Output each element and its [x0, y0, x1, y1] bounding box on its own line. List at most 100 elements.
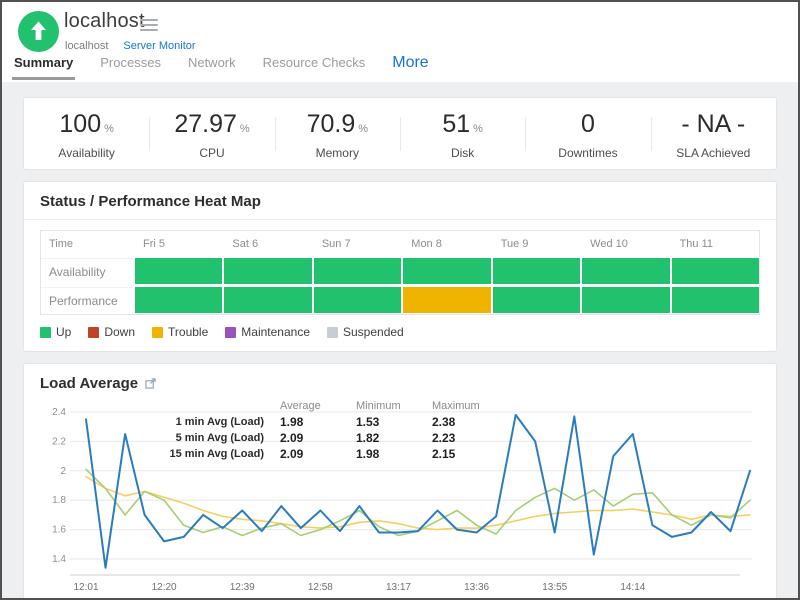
heatmap-col-fri-5: Fri 5	[135, 231, 223, 256]
kpi-downtimes: 0 Downtimes	[525, 108, 650, 160]
svg-text:2: 2	[60, 466, 66, 477]
kpi-availability: 100% Availability	[24, 108, 149, 160]
kpi-disk: 51% Disk	[399, 108, 525, 160]
legend-swatch-trouble	[152, 326, 164, 338]
stats-row-label: 1 min Avg (Load)	[175, 416, 264, 428]
heatmap-cell-up	[403, 258, 491, 284]
menu-icon[interactable]	[140, 19, 158, 34]
stats-header-average: Average	[280, 400, 321, 412]
stats-header-maximum: Maximum	[432, 400, 480, 412]
heatmap-row-label: Availability	[41, 258, 133, 285]
kpi-label: Availability	[58, 145, 115, 160]
heatmap-legend: Up Down Trouble Maintenance Suspended	[40, 325, 760, 339]
stats-value: 1.53	[356, 415, 380, 429]
kpi-value: 100	[59, 109, 102, 138]
legend-swatch-up	[40, 326, 51, 338]
stats-value: 1.82	[356, 431, 380, 445]
kpi-unit: %	[358, 122, 369, 135]
heatmap-cell-up	[135, 258, 223, 284]
svg-text:2.4: 2.4	[52, 407, 66, 418]
heatmap-row-label: Performance	[41, 287, 133, 314]
svg-text:1.6: 1.6	[52, 525, 66, 536]
legend-label: Up	[56, 325, 72, 339]
heatmap-cell-up	[313, 287, 402, 313]
kpi-value: 70.9	[306, 109, 356, 138]
kpi-label: SLA Achieved	[676, 145, 751, 160]
status-up-avatar	[18, 11, 59, 52]
kpi-value-row: - NA -	[651, 110, 776, 139]
stats-value: 1.98	[280, 415, 304, 429]
heatmap-col-thu-11: Thu 11	[671, 231, 759, 256]
stats-value: 2.23	[432, 431, 456, 445]
heatmap-cell-up	[313, 258, 402, 284]
kpi-value-row: 27.97%	[149, 110, 274, 139]
svg-text:14:14: 14:14	[620, 582, 645, 593]
kpi-memory: 70.9% Memory	[274, 108, 400, 160]
svg-text:13:17: 13:17	[386, 582, 411, 593]
kpi-value-row: 51%	[400, 110, 525, 139]
tab-network[interactable]: Network	[187, 55, 236, 70]
heatmap-cell-up	[582, 287, 670, 313]
heatmap-col-mon-8: Mon 8	[403, 231, 491, 256]
stats-header-minimum: Minimum	[356, 400, 401, 412]
up-arrow-icon	[18, 11, 59, 52]
tab-more[interactable]: More	[392, 54, 429, 71]
kpi-value-row: 100%	[24, 110, 149, 139]
hostname-label: localhost	[65, 40, 109, 52]
line-chart-canvas[interactable]: 1.41.61.822.22.412:01 12:20 12:39 12:58 13:1…	[40, 398, 762, 598]
kpi-label: Downtimes	[558, 145, 618, 160]
legend-down: Down	[88, 325, 135, 339]
stats-value: 2.38	[432, 415, 456, 429]
heatmap-cell-up	[492, 258, 581, 284]
legend-label: Suspended	[343, 325, 404, 339]
heatmap-cell-up	[671, 287, 759, 313]
heatmap-cell-up	[224, 287, 312, 313]
heatmap-cell-up	[135, 287, 223, 313]
stats-corner	[128, 400, 280, 414]
load-average-chart: 1.4 1.6 1.8 2 2.2 2.4 12:01 12:20 12:39 12:58 13:1…	[40, 398, 762, 598]
heatmap-cell-up	[224, 258, 312, 284]
legend-label: Down	[104, 325, 136, 339]
monitor-header: localhost localhost Server Monitor Summar…	[2, 2, 798, 82]
kpi-label: Disk	[450, 145, 475, 160]
svg-text:12:20: 12:20	[152, 582, 177, 593]
tab-summary[interactable]: Summary	[11, 55, 76, 80]
tab-resource-checks[interactable]: Resource Checks	[262, 55, 366, 70]
heatmap-title: Status / Performance Heat Map	[40, 193, 261, 210]
svg-text:13:55: 13:55	[542, 582, 567, 593]
kpi-value: 27.97	[174, 109, 237, 138]
heatmap-col-sun-7: Sun 7	[313, 231, 402, 256]
kpi-value: - NA -	[681, 109, 746, 138]
kpi-sla-achieved: - NA - SLA Achieved	[650, 108, 776, 160]
svg-text:12:58: 12:58	[308, 582, 333, 593]
load-average-card: Load Average 1.4 1.6 1.8 2 2.2 2.4 12:01 12:20 1…	[23, 363, 777, 598]
svg-text:2.2: 2.2	[52, 436, 66, 447]
legend-swatch-suspended	[327, 326, 338, 338]
heatmap-col-time: Time	[41, 231, 133, 256]
kpi-label: CPU	[199, 145, 225, 160]
kpi-unit: %	[104, 122, 114, 135]
kpi-value: 0	[581, 109, 595, 138]
kpi-label: Memory	[315, 145, 359, 160]
svg-text:12:39: 12:39	[230, 582, 255, 593]
legend-swatch-down	[88, 326, 100, 338]
legend-swatch-maintenance	[225, 326, 237, 338]
kpi-unit: %	[239, 122, 250, 135]
svg-text:12:01: 12:01	[73, 582, 98, 593]
page-title: localhost	[64, 10, 145, 32]
heatmap-table: Time Fri 5 Sat 6 Sun 7 Mon 8 Tue 9 Wed 10 Thu 1…	[40, 230, 760, 315]
legend-maintenance: Maintenance	[225, 325, 310, 339]
tab-bar: Summary Processes Network Resource Checks Mo…	[11, 54, 429, 82]
legend-suspended: Suspended	[327, 325, 404, 339]
kpi-value-row: 70.9%	[275, 110, 400, 139]
heatmap-col-sat-6: Sat 6	[224, 231, 312, 256]
kpi-value: 51	[442, 109, 471, 138]
stats-value: 2.09	[280, 431, 304, 445]
tab-processes[interactable]: Processes	[100, 55, 161, 70]
heatmap-cell-trouble	[403, 287, 491, 313]
monitor-type-link[interactable]: Server Monitor	[123, 40, 196, 52]
external-link-icon[interactable]	[145, 378, 156, 389]
legend-up: Up	[40, 325, 71, 339]
